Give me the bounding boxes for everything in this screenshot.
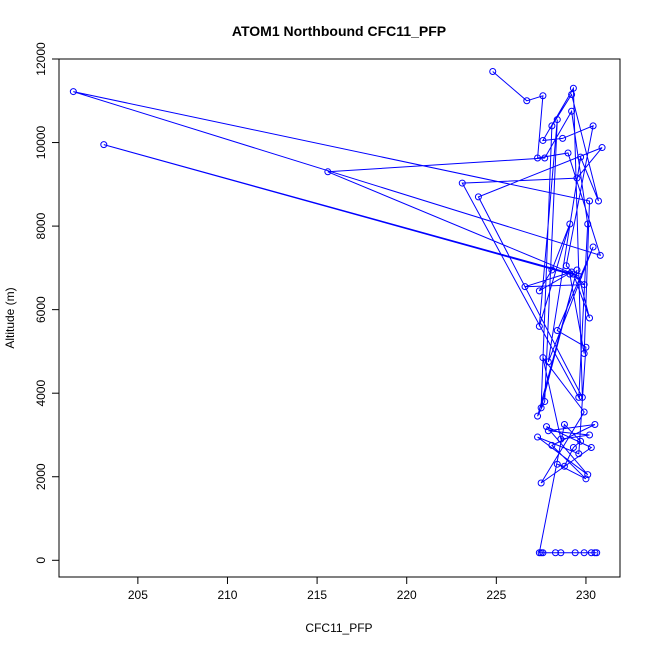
data-point — [587, 549, 595, 557]
data-point — [539, 549, 547, 557]
data-series — [69, 68, 606, 557]
x-tick-label: 215 — [307, 588, 327, 602]
y-tick-label: 6000 — [34, 296, 48, 323]
data-point — [521, 283, 529, 291]
data-point — [593, 549, 601, 557]
data-point — [589, 243, 597, 251]
data-point — [596, 251, 604, 259]
data-point — [573, 266, 581, 274]
data-point — [553, 460, 561, 468]
data-point — [589, 122, 597, 130]
data-point — [571, 549, 579, 557]
y-tick-label: 10000 — [34, 126, 48, 160]
data-point — [560, 421, 568, 429]
data-point — [537, 479, 545, 487]
data-point — [566, 220, 574, 228]
data-point — [575, 450, 583, 458]
x-axis-label: CFC11_PFP — [305, 621, 372, 635]
plot-frame — [58, 58, 621, 578]
y-tick-label: 8000 — [34, 212, 48, 239]
data-point — [557, 549, 565, 557]
data-point — [539, 136, 547, 144]
data-point — [586, 197, 594, 205]
data-point — [580, 549, 588, 557]
x-tick-label: 205 — [128, 588, 148, 602]
x-tick-label: 230 — [576, 588, 596, 602]
data-point — [474, 193, 482, 201]
data-point — [548, 122, 556, 130]
data-point — [534, 433, 542, 441]
data-point — [535, 287, 543, 295]
y-tick-label: 12000 — [34, 42, 48, 76]
data-point — [575, 272, 583, 280]
data-point — [69, 88, 77, 96]
data-point — [551, 549, 559, 557]
data-point — [578, 393, 586, 401]
data-point — [535, 322, 543, 330]
y-tick-label: 0 — [34, 557, 48, 564]
data-point — [539, 354, 547, 362]
data-point — [544, 427, 552, 435]
data-point — [584, 471, 592, 479]
data-point — [560, 462, 568, 470]
data-point — [591, 421, 599, 429]
data-point — [580, 281, 588, 289]
x-axis: 205 210 215 220 225 230 — [128, 577, 596, 602]
data-point — [587, 444, 595, 451]
data-point — [553, 116, 561, 124]
data-point — [537, 404, 545, 412]
data-point — [594, 197, 602, 205]
data-point — [324, 168, 332, 176]
data-point — [100, 141, 108, 149]
data-point — [568, 91, 576, 99]
data-point — [586, 431, 594, 439]
data-point — [566, 270, 574, 278]
chart-title: ATOM1 Northbound CFC11_PFP — [232, 23, 446, 39]
y-axis-label: Altitude (m) — [3, 287, 17, 348]
data-point — [458, 179, 466, 187]
y-tick-label: 4000 — [34, 380, 48, 407]
data-point — [582, 475, 590, 483]
y-axis: 0 2000 4000 6000 8000 10000 12000 — [34, 42, 59, 564]
data-point — [553, 327, 561, 335]
data-point — [548, 441, 556, 449]
data-point — [569, 84, 577, 92]
data-point — [543, 423, 551, 431]
x-tick-label: 210 — [217, 588, 237, 602]
data-point — [564, 149, 572, 157]
data-point — [582, 343, 590, 351]
data-point — [557, 435, 565, 443]
data-point — [577, 437, 585, 445]
data-point — [586, 314, 594, 322]
data-point — [569, 444, 577, 451]
data-point — [575, 393, 583, 401]
x-tick-label: 220 — [397, 588, 417, 602]
y-tick-label: 2000 — [34, 463, 48, 490]
data-point — [541, 398, 549, 406]
series-line — [73, 71, 603, 554]
data-point — [523, 97, 531, 105]
data-point — [534, 412, 542, 420]
x-tick-label: 225 — [486, 588, 506, 602]
data-point — [548, 266, 556, 274]
data-point — [534, 154, 542, 162]
data-point — [539, 92, 547, 100]
data-point — [580, 408, 588, 416]
data-point — [568, 107, 576, 115]
data-point — [559, 134, 567, 142]
data-point — [489, 68, 497, 76]
data-point — [598, 144, 606, 152]
data-point — [584, 220, 592, 228]
data-point — [577, 153, 585, 161]
data-point — [573, 174, 581, 182]
data-point — [541, 154, 549, 162]
data-point — [562, 262, 570, 270]
data-point — [544, 358, 552, 366]
data-point — [580, 350, 588, 358]
